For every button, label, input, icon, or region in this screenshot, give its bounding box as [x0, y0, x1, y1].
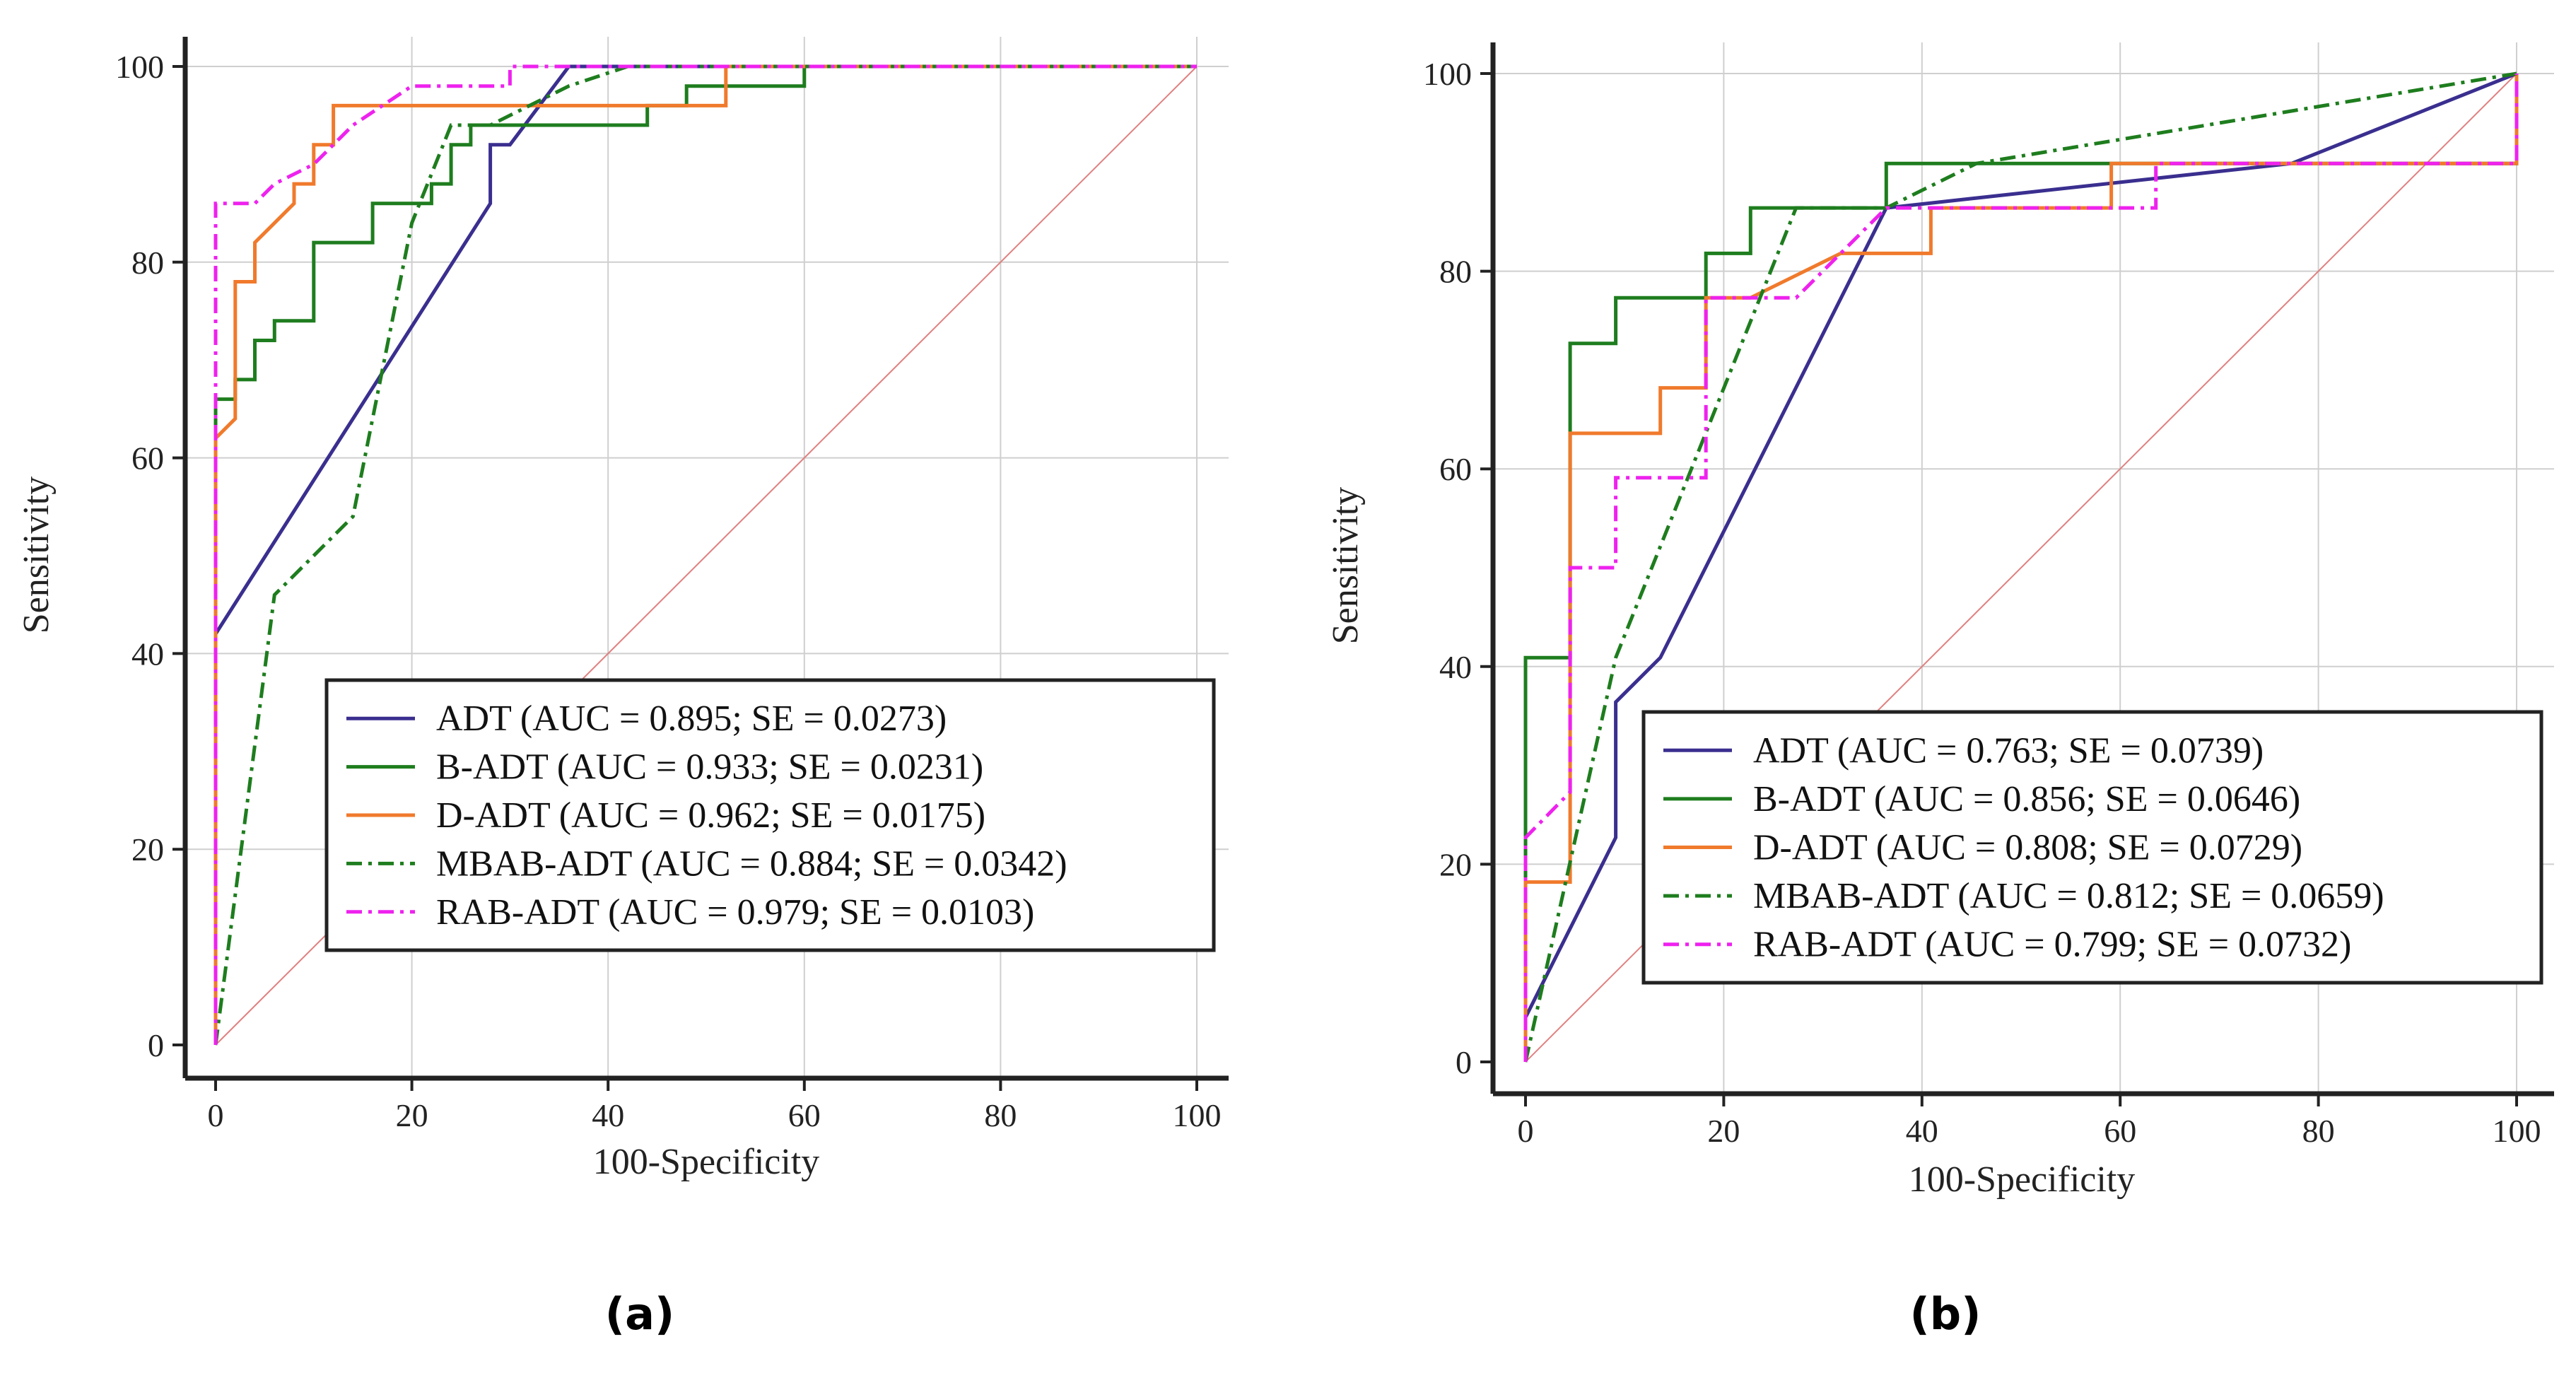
x-tick-label: 80 [2302, 1113, 2335, 1149]
y-tick-label: 0 [1456, 1044, 1472, 1080]
roc-panel-b: 0 20 40 60 80 100 0 20 40 60 80 100 100-Specificity S… [1325, 42, 2554, 1340]
legend-box [1641, 710, 2543, 985]
x-tick-label: 60 [788, 1097, 821, 1133]
panel-label: (b) [1909, 1288, 1981, 1340]
panel-label: (a) [605, 1288, 675, 1340]
legend-entry: RAB-ADT (AUC = 0.979; SE = 0.0103) [436, 892, 1034, 933]
legend-entry: ADT (AUC = 0.895; SE = 0.0273) [436, 699, 947, 739]
x-tick-label: 20 [396, 1097, 428, 1133]
y-tick-label: 40 [131, 636, 164, 672]
legend-entry: D-ADT (AUC = 0.962; SE = 0.0175) [436, 795, 985, 836]
roc-curve-rab-adt [213, 64, 1197, 1045]
y-tick-label: 20 [1439, 846, 1472, 882]
legend-box [324, 678, 1216, 952]
x-tick-label: 60 [2104, 1113, 2136, 1149]
x-tick-label: 40 [592, 1097, 624, 1133]
legend-entry: MBAB-ADT (AUC = 0.812; SE = 0.0659) [1753, 876, 2384, 916]
x-axis-title: 100-Specificity [593, 1142, 820, 1182]
legend-entry: ADT (AUC = 0.763; SE = 0.0739) [1753, 730, 2264, 771]
x-axis-title: 100-Specificity [1909, 1159, 2136, 1200]
roc-panel-a: 0 20 40 60 80 100 0 20 40 60 80 100 100-Specificity S… [16, 37, 1229, 1340]
roc-curve-mbab-adt [1523, 71, 2517, 1063]
y-axis-title: Sensitivity [16, 477, 57, 633]
y-tick-label: 80 [131, 245, 164, 281]
roc-curve-rab-adt [1523, 74, 2519, 1062]
y-tick-label: 100 [115, 49, 164, 85]
x-tick-label: 100 [2493, 1113, 2541, 1149]
y-tick-label: 80 [1439, 254, 1472, 290]
y-axis-title: Sensitivity [1325, 487, 1366, 644]
legend-entry: B-ADT (AUC = 0.856; SE = 0.0646) [1753, 779, 2300, 819]
legend-entry: D-ADT (AUC = 0.808; SE = 0.0729) [1753, 828, 2302, 868]
x-tick-label: 80 [984, 1097, 1017, 1133]
roc-curve-mbab-adt [213, 64, 1197, 1046]
y-tick-label: 100 [1423, 56, 1472, 92]
legend-entry: MBAB-ADT (AUC = 0.884; SE = 0.0342) [436, 843, 1067, 884]
legend: ADT (AUC = 0.763; SE = 0.0739) B-ADT (AUC… [1641, 710, 2543, 985]
legend-entry: RAB-ADT (AUC = 0.799; SE = 0.0732) [1753, 925, 2351, 965]
x-tick-label: 20 [1707, 1113, 1740, 1149]
x-tick-label: 0 [1518, 1113, 1534, 1149]
y-tick-label: 20 [131, 831, 164, 867]
y-tick-label: 40 [1439, 649, 1472, 685]
x-tick-label: 40 [1906, 1113, 1938, 1149]
y-tick-label: 60 [131, 440, 164, 477]
x-tick-label: 0 [208, 1097, 224, 1133]
y-tick-label: 60 [1439, 451, 1472, 487]
legend: ADT (AUC = 0.895; SE = 0.0273) B-ADT (AUC… [324, 678, 1216, 952]
roc-curve-d-adt [213, 64, 1197, 1045]
y-tick-label: 0 [148, 1027, 164, 1063]
x-tick-label: 100 [1173, 1097, 1222, 1133]
legend-entry: B-ADT (AUC = 0.933; SE = 0.0231) [436, 747, 983, 788]
